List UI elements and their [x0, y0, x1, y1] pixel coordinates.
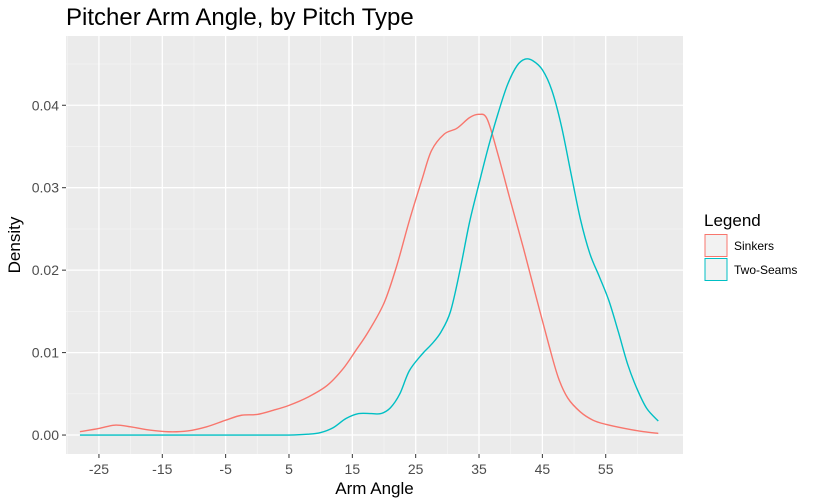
- legend-key-sinkers: [704, 234, 728, 257]
- series-line-two-seams: [79, 58, 659, 436]
- x-tick-label: 25: [408, 461, 424, 477]
- chart-title: Pitcher Arm Angle, by Pitch Type: [66, 4, 414, 31]
- x-tick-label: 5: [285, 461, 293, 477]
- y-axis-title: Density: [5, 216, 24, 273]
- legend-title: Legend: [704, 211, 761, 230]
- legend-label-sinkers: Sinkers: [734, 239, 774, 253]
- y-tick-label: 0.00: [32, 427, 59, 443]
- legend-items: Sinkers Two-Seams: [704, 234, 797, 281]
- y-tick-label: 0.02: [32, 262, 59, 278]
- y-axis-ticks: 0.00 0.01 0.02 0.03 0.04: [32, 97, 66, 443]
- legend: Legend Sinkers Two-Seams: [704, 211, 797, 281]
- series-lines: [79, 58, 659, 436]
- series-line-sinkers: [79, 113, 659, 435]
- x-tick-label: -15: [152, 461, 172, 477]
- x-axis-ticks: -25 -15 -5 5 15 25 35 45 55: [89, 454, 614, 477]
- major-gridlines: [66, 36, 683, 454]
- x-tick-label: -25: [89, 461, 109, 477]
- plot-panel: [66, 36, 683, 454]
- legend-label-two-seams: Two-Seams: [734, 263, 797, 277]
- x-tick-label: 35: [471, 461, 487, 477]
- y-tick-label: 0.01: [32, 345, 59, 361]
- x-axis-title: Arm Angle: [335, 479, 413, 498]
- x-tick-label: 15: [345, 461, 361, 477]
- x-tick-label: 55: [598, 461, 614, 477]
- x-tick-label: 45: [535, 461, 551, 477]
- x-tick-label: -5: [219, 461, 232, 477]
- legend-key-two-seams: [704, 258, 728, 281]
- y-tick-label: 0.03: [32, 180, 59, 196]
- y-tick-label: 0.04: [32, 97, 59, 113]
